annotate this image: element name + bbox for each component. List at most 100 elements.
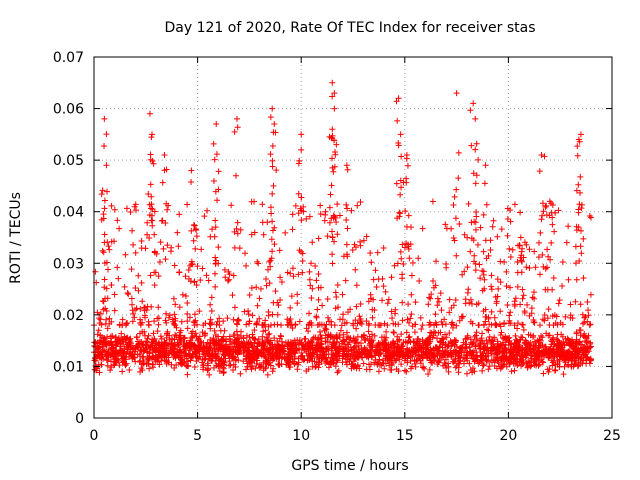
data-point <box>539 358 546 365</box>
data-point <box>464 264 471 271</box>
data-point <box>232 336 239 343</box>
data-point <box>426 354 433 361</box>
data-point <box>406 333 413 340</box>
y-tick-label: 0.03 <box>53 256 84 272</box>
data-point <box>466 344 473 351</box>
data-point <box>473 172 480 179</box>
data-point <box>287 345 294 352</box>
data-point <box>330 341 337 348</box>
data-point <box>215 333 222 340</box>
data-point <box>565 362 572 369</box>
data-point <box>325 332 332 339</box>
data-point <box>309 342 316 349</box>
data-point <box>419 322 426 329</box>
data-point <box>132 285 139 292</box>
data-point <box>575 224 582 231</box>
data-point <box>342 277 349 284</box>
data-point <box>368 259 375 266</box>
data-point <box>281 343 288 350</box>
data-point <box>288 341 295 348</box>
data-point <box>427 329 434 336</box>
data-point <box>205 362 212 369</box>
data-point <box>339 359 346 366</box>
data-point <box>477 352 484 359</box>
data-point <box>162 256 169 263</box>
data-point <box>176 341 183 348</box>
data-point <box>179 354 186 361</box>
data-point <box>587 339 594 346</box>
data-point <box>399 275 406 282</box>
data-point <box>318 354 325 361</box>
data-point <box>485 252 492 259</box>
data-point <box>237 370 244 377</box>
data-point <box>126 366 133 373</box>
data-point <box>275 355 282 362</box>
data-point <box>171 320 178 327</box>
data-point <box>261 343 268 350</box>
data-point <box>536 168 543 175</box>
data-point <box>477 275 484 282</box>
data-point <box>539 212 546 219</box>
data-point <box>587 321 594 328</box>
data-point <box>506 245 513 252</box>
data-point <box>580 346 587 353</box>
data-point <box>458 313 465 320</box>
data-point <box>384 322 391 329</box>
data-point <box>384 300 391 307</box>
data-point <box>434 361 441 368</box>
data-point <box>464 332 471 339</box>
data-point <box>453 252 460 259</box>
data-point <box>286 319 293 326</box>
data-point <box>328 322 335 329</box>
data-point <box>507 218 514 225</box>
data-point <box>374 249 381 256</box>
data-point <box>564 351 571 358</box>
data-point <box>392 310 399 317</box>
data-point <box>442 349 449 356</box>
data-point <box>243 321 250 328</box>
data-point <box>111 291 118 298</box>
data-point <box>442 361 449 368</box>
data-point <box>214 197 221 204</box>
data-point <box>176 211 183 218</box>
data-point <box>469 365 476 372</box>
data-point <box>485 352 492 359</box>
data-point <box>299 269 306 276</box>
data-point <box>227 348 234 355</box>
data-point <box>334 369 341 376</box>
data-point <box>488 308 495 315</box>
data-point <box>168 361 175 368</box>
data-point <box>366 320 373 327</box>
data-point <box>108 238 115 245</box>
data-point <box>539 251 546 258</box>
data-point <box>309 285 316 292</box>
data-point <box>267 114 274 121</box>
data-point <box>408 291 415 298</box>
data-point <box>411 329 418 336</box>
data-point <box>408 272 415 279</box>
data-point <box>144 219 151 226</box>
data-point <box>354 202 361 209</box>
data-point <box>148 134 155 141</box>
data-point <box>273 167 280 174</box>
data-point <box>397 131 404 138</box>
data-point <box>538 151 545 158</box>
data-point <box>353 303 360 310</box>
data-point <box>237 226 244 233</box>
data-point <box>131 203 138 210</box>
data-point <box>212 224 219 231</box>
data-point <box>133 207 140 214</box>
data-point <box>484 340 491 347</box>
data-point <box>257 364 264 371</box>
data-point <box>108 364 115 371</box>
data-point <box>504 232 511 239</box>
data-point <box>217 356 224 363</box>
data-point <box>563 239 570 246</box>
data-point <box>244 363 251 370</box>
data-point <box>329 126 336 133</box>
data-point <box>423 337 430 344</box>
data-point <box>216 315 223 322</box>
data-point <box>129 307 136 314</box>
data-point <box>238 328 245 335</box>
data-point <box>581 344 588 351</box>
